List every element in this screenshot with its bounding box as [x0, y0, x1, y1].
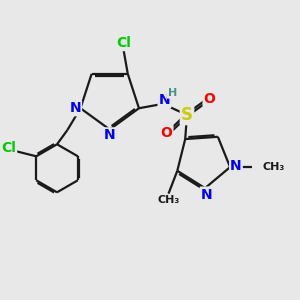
Text: O: O [160, 126, 172, 140]
Text: CH₃: CH₃ [158, 195, 180, 205]
Text: S: S [181, 106, 193, 124]
Text: CH₃: CH₃ [262, 161, 285, 172]
Text: O: O [204, 92, 215, 106]
Text: H: H [168, 88, 177, 98]
Text: N: N [230, 159, 242, 172]
Text: N: N [159, 93, 170, 107]
Text: Cl: Cl [116, 36, 131, 50]
Text: N: N [104, 128, 116, 142]
Text: Cl: Cl [1, 141, 16, 155]
Text: N: N [201, 188, 212, 202]
Text: N: N [69, 101, 81, 115]
